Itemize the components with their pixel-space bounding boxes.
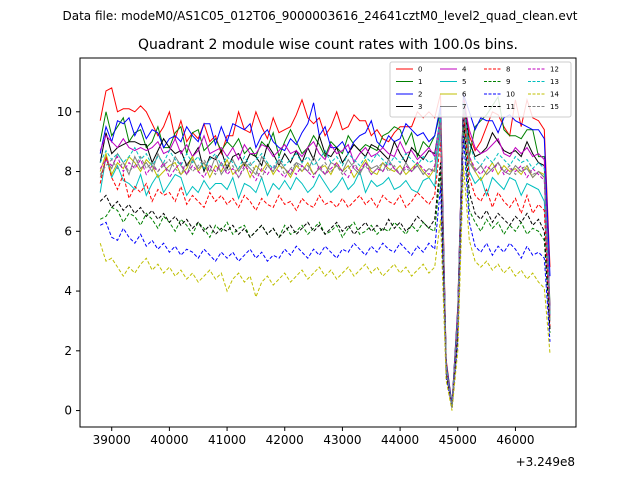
chart-title: Quadrant 2 module wise count rates with … xyxy=(138,37,518,53)
legend-label-0: 0 xyxy=(418,66,422,74)
legend-label-5: 5 xyxy=(462,78,466,86)
axes-frame xyxy=(79,57,577,428)
legend-label-10: 10 xyxy=(506,91,515,99)
legend-label-11: 11 xyxy=(506,103,515,111)
legend-label-14: 14 xyxy=(550,91,559,99)
legend-label-1: 1 xyxy=(418,78,422,86)
series-line-3 xyxy=(99,99,551,408)
y-tick-label: 0 xyxy=(64,404,72,418)
series-line-15 xyxy=(99,105,551,408)
x-tick-label: 46000 xyxy=(496,433,534,447)
y-axis: 0 2 4 6 8 10 xyxy=(57,105,80,418)
series-line-12 xyxy=(99,108,551,408)
legend-label-13: 13 xyxy=(550,78,559,86)
x-tick-label: 41000 xyxy=(208,433,246,447)
y-tick-label: 2 xyxy=(64,344,72,358)
x-axis: 39000 40000 41000 42000 43000 44000 45000 46000 xyxy=(93,427,535,447)
plot-area xyxy=(79,57,577,428)
legend-label-3: 3 xyxy=(418,103,422,111)
figure-suptitle: Data file: modeM0/AS1C05_012T06_90000036… xyxy=(62,9,577,23)
legend-label-8: 8 xyxy=(506,66,510,74)
series-line-11 xyxy=(99,117,551,408)
series-line-5 xyxy=(99,105,551,408)
x-tick-label: 43000 xyxy=(323,433,361,447)
legend-label-9: 9 xyxy=(506,78,510,86)
y-tick-label: 6 xyxy=(64,224,72,238)
series-line-4 xyxy=(99,99,551,408)
legend-label-15: 15 xyxy=(550,103,559,111)
x-tick-label: 39000 xyxy=(93,433,131,447)
x-tick-label: 42000 xyxy=(266,433,304,447)
x-tick-label: 45000 xyxy=(439,433,477,447)
y-tick-label: 8 xyxy=(64,165,72,179)
legend-box xyxy=(389,61,572,118)
series-line-1 xyxy=(99,95,551,405)
series-line-2 xyxy=(99,93,551,405)
y-tick-label: 4 xyxy=(64,284,72,298)
x-tick-label: 40000 xyxy=(150,433,188,447)
legend-label-7: 7 xyxy=(462,103,466,111)
series-line-10 xyxy=(99,135,551,408)
y-tick-label: 10 xyxy=(57,105,72,119)
legend-label-12: 12 xyxy=(550,66,559,74)
legend-label-2: 2 xyxy=(418,91,422,99)
series-line-8 xyxy=(99,111,551,408)
series-line-13 xyxy=(99,102,551,408)
legend-label-6: 6 xyxy=(462,91,467,99)
legend-label-4: 4 xyxy=(462,66,467,74)
series-line-14 xyxy=(99,165,551,411)
x-axis-offset-label: +3.249e8 xyxy=(516,455,575,469)
x-tick-label: 44000 xyxy=(381,433,419,447)
